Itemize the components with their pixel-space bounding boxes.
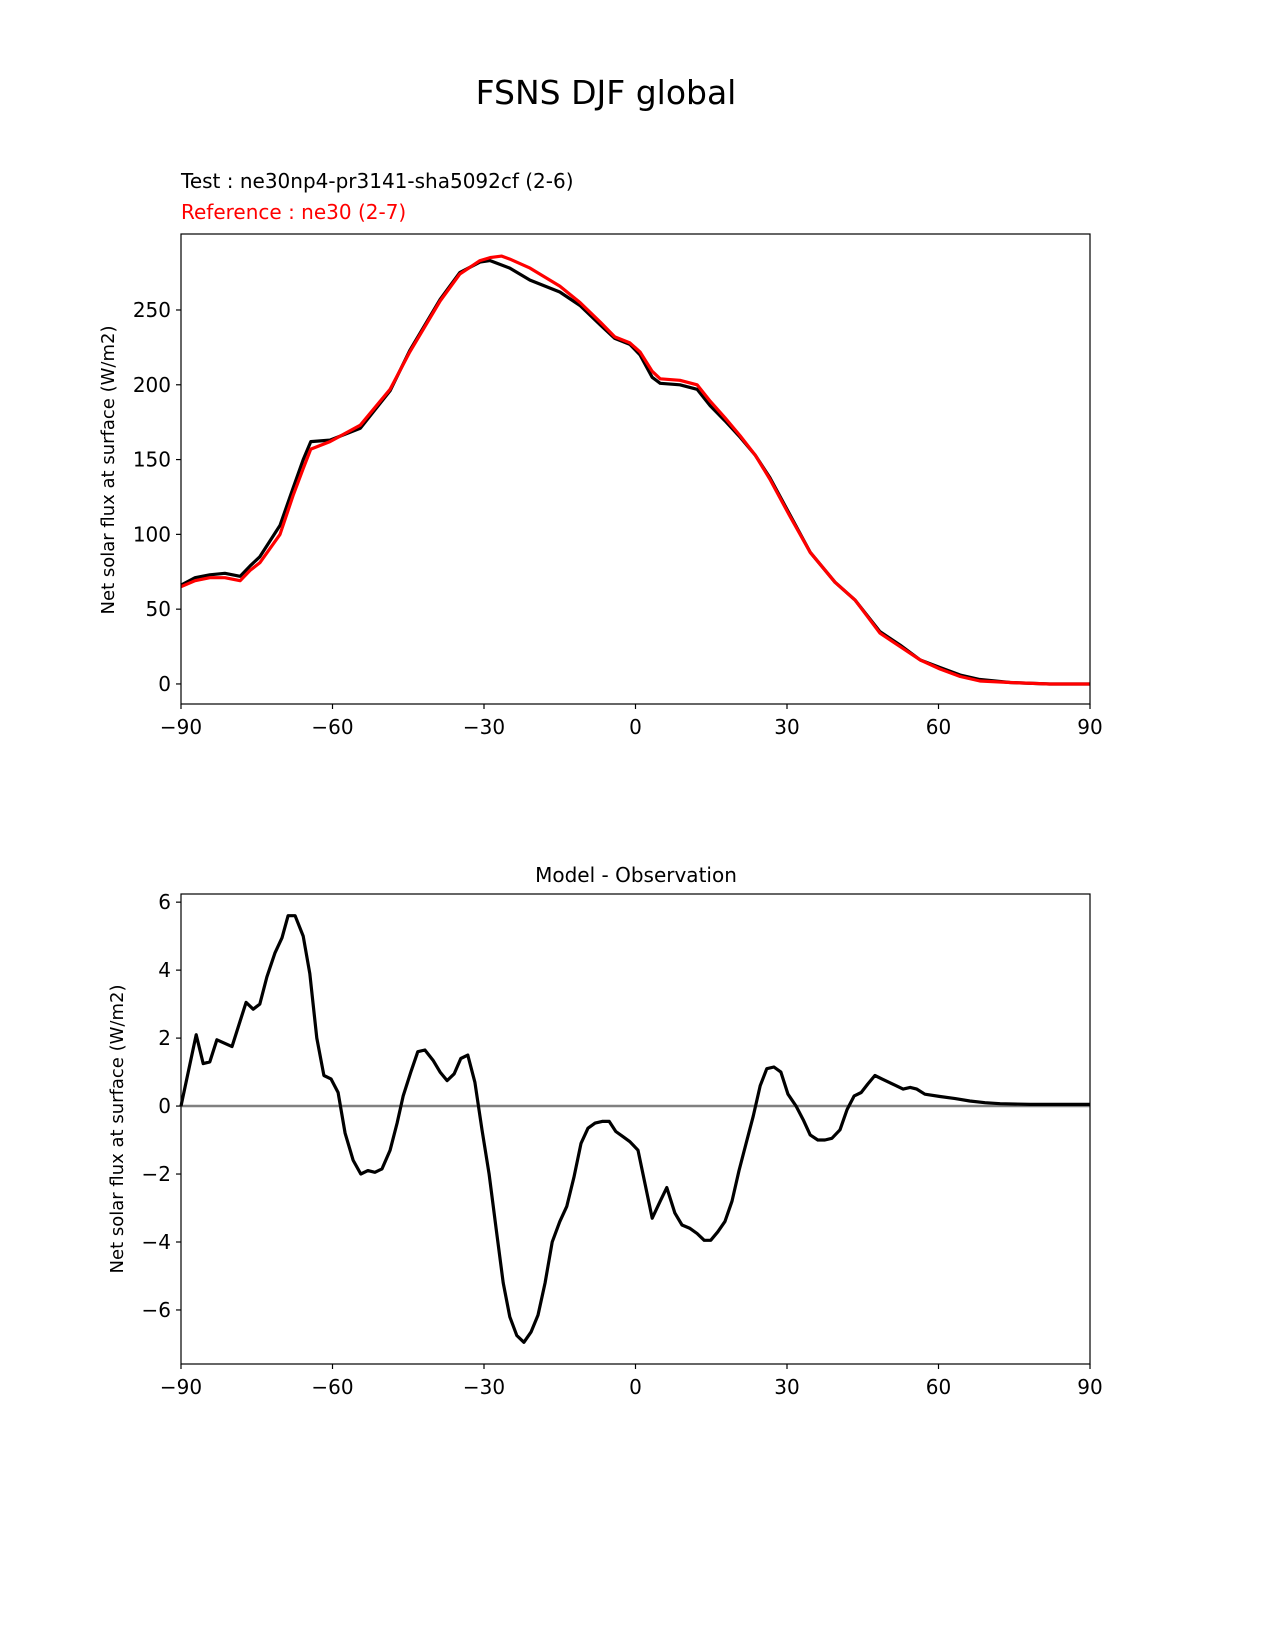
bottom-y-tick-label: −4 [142,1230,171,1254]
diff-plot-title: Model - Observation [535,863,737,887]
top-y-tick-label: 100 [133,522,171,546]
bottom-x-tick-label: 30 [774,1375,799,1399]
bottom-y-tick-label: 0 [158,1094,171,1118]
bottom-y-tick-label: 2 [158,1026,171,1050]
bottom-y-axis-label: Net solar flux at surface (W/m2) [107,985,128,1274]
test-label: Test : ne30np4-pr3141-sha5092cf (2-6) [180,169,574,193]
top-y-axis-label: Net solar flux at surface (W/m2) [98,326,119,615]
top-y-tick-label: 200 [133,373,171,397]
top-y-tick-label: 0 [158,672,171,696]
bottom-x-tick-label: 60 [926,1375,951,1399]
bottom-x-tick-label: −60 [311,1375,353,1399]
top-axes: −90 −60 −30 0 30 60 90 0 50 100 150 200 250 [133,233,1103,739]
reference-label: Reference : ne30 (2-7) [181,200,406,224]
top-x-tick-label: 90 [1077,715,1102,739]
bottom-x-tick-label: 0 [629,1375,642,1399]
top-y-tick-label: 150 [133,448,171,472]
top-x-tick-label: 30 [774,715,799,739]
bottom-y-tick-label: 6 [158,890,171,914]
bottom-y-tick-label: −6 [142,1298,171,1322]
top-y-tick-label: 50 [146,597,171,621]
top-x-tick-label: 0 [629,715,642,739]
bottom-series-difference-line [179,914,1090,1344]
bottom-axes: −90 −60 −30 0 30 60 90 −6 −4 −2 0 2 4 6 [142,890,1103,1399]
bottom-x-tick-label: −90 [160,1375,202,1399]
bottom-y-tick-label: −2 [142,1162,171,1186]
top-x-tick-label: −90 [160,715,202,739]
top-x-tick-label: −60 [311,715,353,739]
top-x-tick-label: −30 [463,715,505,739]
top-y-tick-label: 250 [133,298,171,322]
figure-title: FSNS DJF global [476,73,737,112]
top-series-reference-line [180,254,1090,686]
bottom-x-tick-label: 90 [1077,1375,1102,1399]
bottom-y-tick-label: 4 [158,958,171,982]
top-x-tick-label: 60 [926,715,951,739]
bottom-x-tick-label: −30 [463,1375,505,1399]
